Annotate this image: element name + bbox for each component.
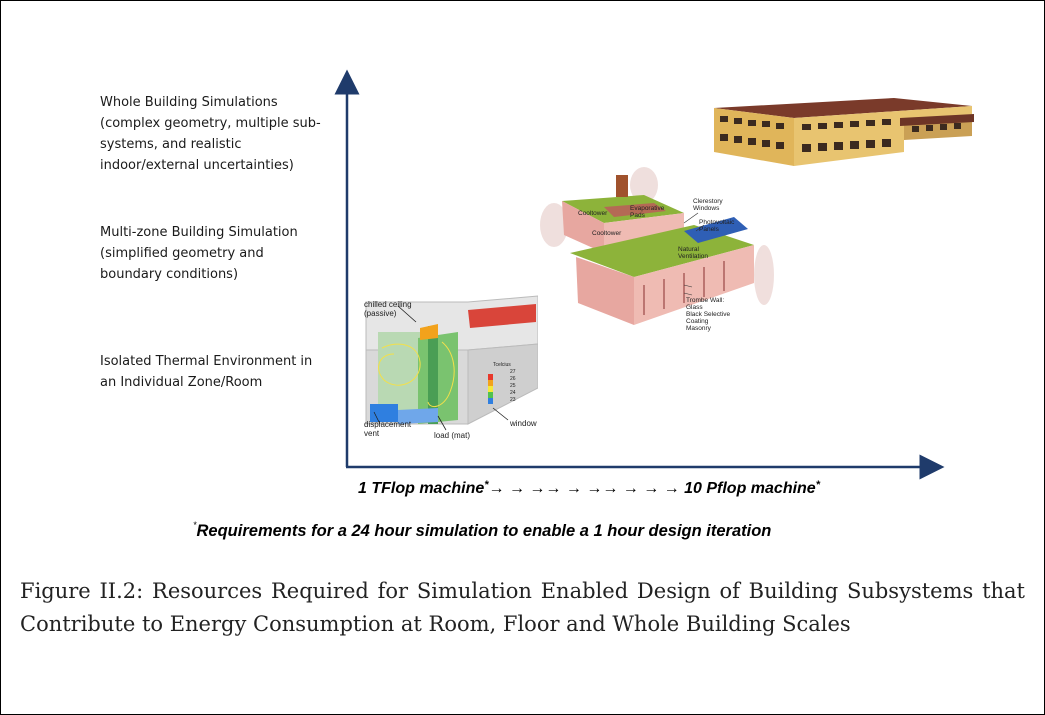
- label-clerestory: Clerestory Windows: [693, 198, 723, 212]
- label-cooltower-1: Cooltower: [578, 210, 608, 217]
- label-cooltower-2: Cooltower: [592, 230, 622, 237]
- whole-building-image: [714, 98, 974, 166]
- level-label-isolated: Isolated Thermal Environment in an Indiv…: [100, 351, 312, 393]
- footnote: *Requirements for a 24 hour simulation t…: [193, 520, 771, 541]
- label-load: load (mat): [434, 431, 471, 440]
- label-window: window: [510, 419, 537, 428]
- x-axis-end-marker: *: [815, 479, 820, 491]
- legend-title: Tcelcius: [493, 362, 511, 368]
- whole-building-line-1: Whole Building Simulations: [100, 95, 278, 110]
- x-axis-end: 10 Pflop machine: [684, 480, 816, 497]
- level-label-whole-building: Whole Building Simulations (complex geom…: [100, 92, 321, 176]
- whole-building-line-4: indoor/external uncertainties): [100, 158, 294, 173]
- multi-zone-building-image: [540, 167, 774, 325]
- label-trombe-wall: Trombe Wall: Glass Black Selective Coati…: [686, 297, 731, 332]
- room-cfd-image: [365, 295, 538, 431]
- footnote-marker: *: [193, 520, 197, 530]
- legend-values: 27 26 25 24 23: [510, 369, 516, 403]
- level-label-multi-zone: Multi-zone Building Simulation (simplifi…: [100, 222, 298, 285]
- x-axis-arrows: → → →→ → →→ → → →: [488, 480, 680, 497]
- whole-building-line-3: systems, and realistic: [100, 137, 242, 152]
- x-axis-start: 1 TFlop machine: [358, 480, 485, 497]
- label-photovoltaic: Photovoltaic Panels: [699, 219, 735, 233]
- label-evaporative: Evaporative Pads: [630, 205, 665, 219]
- label-natural-ventilation: Natural Ventilation: [678, 246, 708, 260]
- isolated-line-2: an Individual Zone/Room: [100, 375, 263, 390]
- multi-zone-line-2: (simplified geometry and: [100, 246, 264, 261]
- multi-zone-line-3: boundary conditions): [100, 267, 239, 282]
- footnote-text: Requirements for a 24 hour simulation to…: [196, 522, 772, 540]
- x-axis-label: 1 TFlop machine*→ → →→ → →→ → → → 10 Pfl…: [358, 479, 820, 498]
- label-chilled-ceiling: chilled ceiling (passive): [364, 300, 412, 318]
- temperature-legend: [488, 374, 493, 404]
- whole-building-line-2: (complex geometry, multiple sub-: [100, 116, 321, 131]
- figure-caption: Figure II.2: Resources Required for Simu…: [20, 579, 1025, 636]
- label-displacement-vent: displacement vent: [364, 420, 412, 438]
- x-axis-start-marker: *: [484, 479, 489, 491]
- isolated-line-1: Isolated Thermal Environment in: [100, 354, 313, 369]
- multi-zone-line-1: Multi-zone Building Simulation: [100, 225, 298, 240]
